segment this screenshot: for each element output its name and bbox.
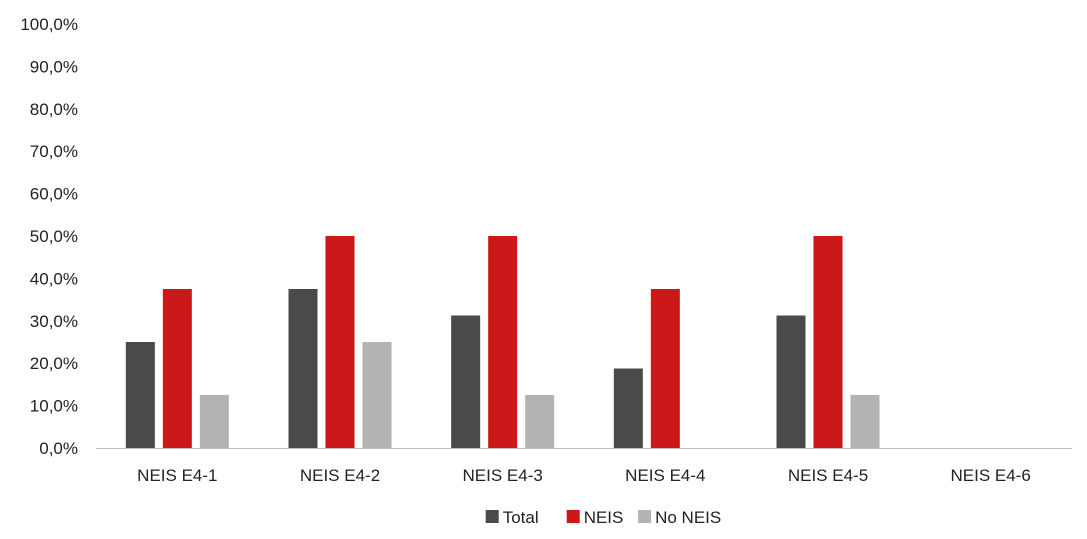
bar-no-neis-1 xyxy=(199,395,229,448)
x-tick-label: NEIS E4-2 xyxy=(300,466,380,485)
bar-neis-1 xyxy=(162,289,192,448)
y-tick-label: 30,0% xyxy=(30,312,78,331)
legend-label-total: Total xyxy=(503,508,539,527)
bar-no-neis-5 xyxy=(850,395,880,448)
legend-swatch-total xyxy=(485,510,499,523)
legend-swatch-no-neis xyxy=(638,510,652,523)
legend-item-no-neis: No NEIS xyxy=(638,508,721,527)
x-tick-label: NEIS E4-5 xyxy=(788,466,868,485)
bar-total-3 xyxy=(451,315,481,448)
bar-total-4 xyxy=(613,368,643,448)
legend-label-no-neis: No NEIS xyxy=(655,508,721,527)
y-tick-label: 80,0% xyxy=(30,100,78,119)
y-tick-label: 90,0% xyxy=(30,57,78,76)
x-tick-label: NEIS E4-1 xyxy=(137,466,217,485)
bar-neis-5 xyxy=(813,236,843,448)
legend-label-neis: NEIS xyxy=(584,508,624,527)
x-tick-label: NEIS E4-6 xyxy=(951,466,1031,485)
x-tick-label: NEIS E4-3 xyxy=(463,466,543,485)
bar-neis-2 xyxy=(325,236,355,448)
bar-neis-4 xyxy=(650,289,680,448)
bar-total-2 xyxy=(288,289,318,448)
bar-no-neis-3 xyxy=(525,395,555,448)
bar-no-neis-2 xyxy=(362,342,392,448)
y-tick-label: 50,0% xyxy=(30,227,78,246)
x-axis: NEIS E4-1 NEIS E4-2 NEIS E4-3 NEIS E4-4 NEIS… xyxy=(137,466,1031,485)
x-tick-label: NEIS E4-4 xyxy=(625,466,705,485)
bar-neis-3 xyxy=(488,236,518,448)
y-axis: 0,0% 10,0% 20,0% 30,0% 40,0% 50,0% 60,0% 70,0% 8… xyxy=(20,15,78,458)
y-tick-label: 40,0% xyxy=(30,269,78,288)
y-tick-label: 0,0% xyxy=(39,439,78,458)
y-tick-label: 100,0% xyxy=(20,15,78,34)
legend-item-total: Total xyxy=(485,508,539,527)
y-tick-label: 10,0% xyxy=(30,397,78,416)
legend: Total NEIS No NEIS xyxy=(485,508,721,527)
bar-total-5 xyxy=(776,315,806,448)
y-tick-label: 60,0% xyxy=(30,185,78,204)
y-tick-label: 70,0% xyxy=(30,142,78,161)
bars xyxy=(125,236,880,448)
y-tick-label: 20,0% xyxy=(30,354,78,373)
legend-item-neis: NEIS xyxy=(566,508,624,527)
bar-total-1 xyxy=(125,342,155,448)
legend-swatch-neis xyxy=(566,510,580,523)
